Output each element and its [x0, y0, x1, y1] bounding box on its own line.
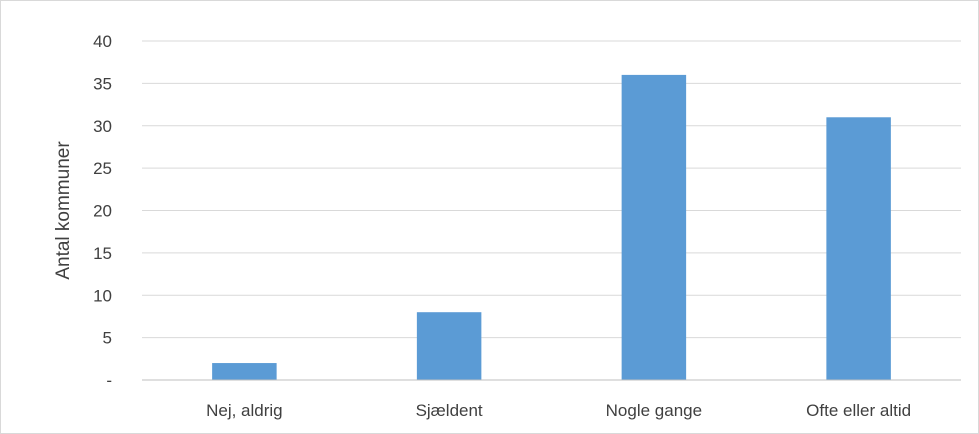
- y-tick-label: 20: [93, 202, 112, 221]
- y-tick-label: 25: [93, 159, 112, 178]
- gridlines: [142, 40, 961, 339]
- bars: [212, 74, 891, 381]
- y-tick-label: 15: [93, 244, 112, 263]
- x-tick-label: Ofte eller altid: [806, 401, 911, 420]
- x-tick-label: Sjældent: [416, 401, 483, 420]
- bar: [826, 117, 891, 381]
- x-tick-label: Nej, aldrig: [206, 401, 283, 420]
- x-tick-labels: Nej, aldrig Sjældent Nogle gange Ofte eller…: [206, 401, 911, 420]
- y-tick-label: 10: [93, 286, 112, 305]
- bar: [416, 312, 482, 380]
- bar: [621, 74, 687, 381]
- y-tick-labels: - 5 10 15 20 25 30 35 40: [93, 32, 112, 390]
- y-tick-label: 5: [103, 329, 112, 348]
- y-tick-label: 30: [93, 117, 112, 136]
- bar: [212, 363, 277, 380]
- x-tick-label: Nogle gange: [606, 401, 702, 420]
- y-tick-label: -: [106, 371, 112, 390]
- y-tick-label: 35: [93, 74, 112, 93]
- y-axis-title: Antal kommuner: [53, 141, 74, 280]
- y-tick-label: 40: [93, 32, 112, 51]
